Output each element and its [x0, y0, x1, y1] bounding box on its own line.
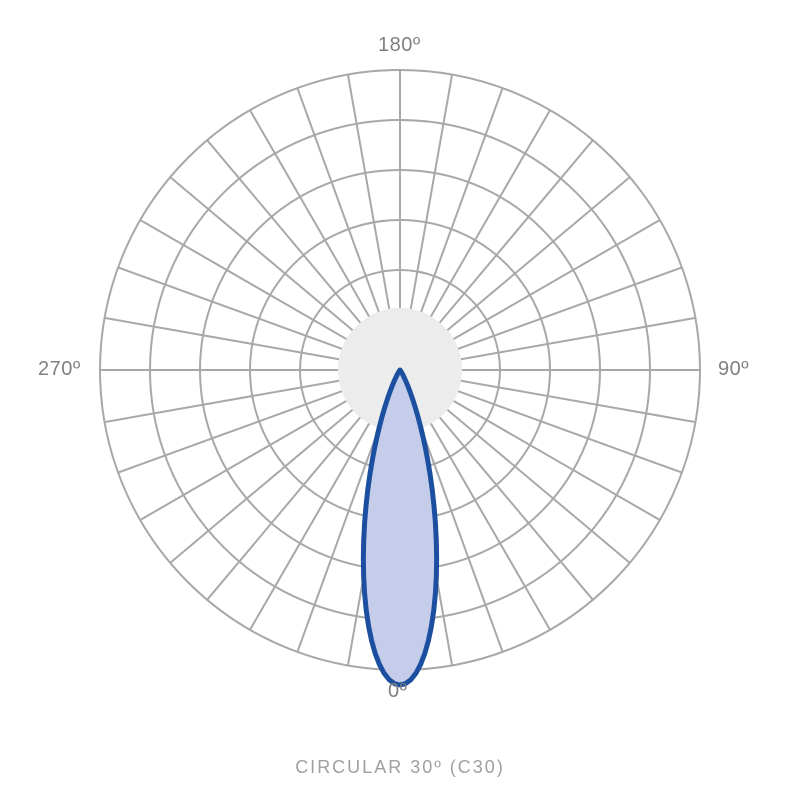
- axis-label-left: 270º: [38, 358, 81, 381]
- axis-label-top: 180º: [378, 34, 421, 57]
- polar-chart: 180º 90º 0º 270º CIRCULAR 30º (C30): [0, 0, 800, 800]
- chart-caption: CIRCULAR 30º (C30): [0, 757, 800, 778]
- axis-label-right: 90º: [718, 358, 749, 381]
- axis-label-bottom: 0º: [388, 680, 407, 703]
